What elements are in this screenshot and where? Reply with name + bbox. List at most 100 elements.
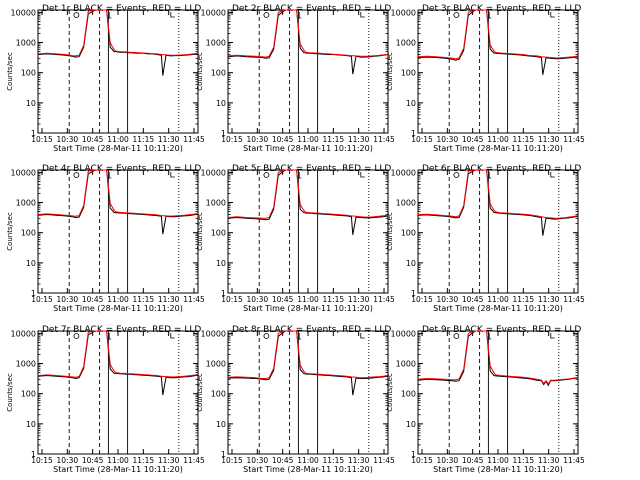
detector-panel-4: Det 4r BLACK = Events, RED = LLD Counts/s…: [6, 164, 205, 313]
x-tick-label: 11:00: [487, 135, 509, 144]
x-tick-label: 10:15: [221, 295, 243, 304]
x-axis-label: Start Time (28-Mar-11 10:11:20): [433, 144, 563, 153]
x-tick-label: 10:30: [437, 135, 459, 144]
detector-panel-6: Det 6r BLACK = Events, RED = LLD Counts/s…: [386, 164, 585, 313]
y-tick-label: 10000: [11, 8, 36, 17]
detector-panel-7: Det 7r BLACK = Events, RED = LLD Counts/s…: [6, 325, 205, 474]
series-lld-line: [227, 169, 389, 219]
x-tick-label: 11:30: [158, 295, 180, 304]
y-tick-label: 1000: [16, 39, 36, 48]
x-tick-label: 10:15: [221, 135, 243, 144]
x-tick-label: 10:30: [247, 135, 269, 144]
x-tick-label: 10:15: [31, 295, 53, 304]
y-tick-label: 100: [401, 229, 416, 238]
x-tick-label: 10:45: [82, 135, 104, 144]
panel-title: Det 1r BLACK = Events, RED = LLD: [42, 4, 201, 14]
x-tick-label: 11:00: [487, 295, 509, 304]
marker-circle: [73, 172, 80, 178]
y-tick-label: 1000: [206, 199, 226, 208]
x-tick-label: 11:15: [133, 456, 155, 465]
y-tick-label: 1000: [16, 199, 36, 208]
x-tick-label: 11:45: [563, 456, 585, 465]
y-tick-label: 1000: [396, 360, 416, 369]
panel-title: Det 7r BLACK = Events, RED = LLD: [42, 325, 201, 335]
x-tick-label: 11:30: [538, 295, 560, 304]
marker-circle: [263, 12, 270, 18]
series-events-line: [227, 9, 389, 75]
x-tick-label: 11:15: [513, 135, 535, 144]
marker-circle: [73, 333, 80, 339]
marker-circle: [263, 172, 270, 178]
detector-panel-8: Det 8r BLACK = Events, RED = LLD Counts/s…: [196, 325, 395, 474]
series-lld-line: [37, 9, 199, 57]
marker-flag: [108, 333, 112, 340]
x-axis-label: Start Time (28-Mar-11 10:11:20): [53, 144, 183, 153]
series-events-line: [227, 330, 389, 396]
x-tick-label: 11:15: [323, 295, 345, 304]
panel-title: Det 5r BLACK = Events, RED = LLD: [232, 164, 391, 174]
x-tick-label: 10:45: [82, 456, 104, 465]
x-tick-label: 11:15: [323, 456, 345, 465]
x-tick-label: 11:45: [183, 456, 205, 465]
marker-flag: [170, 333, 175, 339]
x-tick-label: 10:15: [31, 135, 53, 144]
x-tick-label: 11:00: [107, 295, 129, 304]
x-tick-label: 11:45: [373, 456, 395, 465]
marker-flag: [298, 333, 302, 340]
x-tick-label: 11:45: [373, 135, 395, 144]
y-tick-label: 10: [26, 99, 36, 108]
x-tick-label: 11:15: [513, 456, 535, 465]
y-axis-label: Counts/sec: [6, 212, 14, 251]
y-tick-label: 1: [221, 289, 226, 298]
x-tick-label: 11:45: [183, 135, 205, 144]
series-lld-line: [227, 9, 389, 58]
y-axis-label: Counts/sec: [196, 373, 204, 412]
x-axis-label: Start Time (28-Mar-11 10:11:20): [53, 304, 183, 313]
y-tick-label: 100: [21, 69, 36, 78]
series-events-line: [417, 330, 579, 387]
marker-flag: [488, 172, 492, 179]
x-tick-label: 10:30: [57, 135, 79, 144]
x-tick-label: 11:45: [183, 295, 205, 304]
y-tick-label: 1: [411, 450, 416, 459]
series-events-line: [227, 169, 389, 235]
series-events-line: [417, 169, 579, 236]
series-lld-line: [37, 330, 199, 378]
y-tick-label: 10000: [201, 8, 226, 17]
y-tick-label: 100: [401, 69, 416, 78]
x-tick-label: 10:15: [31, 456, 53, 465]
marker-circle: [453, 172, 460, 178]
x-tick-label: 10:45: [272, 456, 294, 465]
x-tick-label: 10:45: [272, 135, 294, 144]
x-tick-label: 11:15: [513, 295, 535, 304]
y-tick-label: 10: [216, 420, 226, 429]
plot-frame: [417, 330, 579, 455]
x-axis-label: Start Time (28-Mar-11 10:11:20): [243, 465, 373, 474]
marker-flag: [360, 12, 365, 18]
x-tick-label: 10:30: [247, 295, 269, 304]
y-tick-label: 1: [221, 129, 226, 138]
marker-flag: [108, 172, 112, 179]
panel-title: Det 6r BLACK = Events, RED = LLD: [422, 164, 581, 174]
x-tick-label: 11:00: [487, 456, 509, 465]
y-axis-label: Counts/sec: [196, 52, 204, 91]
y-tick-label: 1000: [396, 39, 416, 48]
y-tick-label: 1000: [16, 360, 36, 369]
x-tick-label: 10:15: [221, 456, 243, 465]
plot-frame: [417, 169, 579, 294]
marker-flag: [550, 172, 555, 178]
x-tick-label: 10:30: [437, 456, 459, 465]
marker-flag: [170, 172, 175, 178]
y-tick-label: 10: [406, 99, 416, 108]
y-tick-label: 10: [216, 99, 226, 108]
x-tick-label: 11:30: [348, 295, 370, 304]
detector-panel-3: Det 3r BLACK = Events, RED = LLD Counts/s…: [386, 4, 585, 153]
y-tick-label: 1000: [396, 199, 416, 208]
series-events-line: [37, 330, 199, 396]
panel-title: Det 9r BLACK = Events, RED = LLD: [422, 325, 581, 335]
x-axis-label: Start Time (28-Mar-11 10:11:20): [243, 304, 373, 313]
x-tick-label: 10:45: [272, 295, 294, 304]
y-tick-label: 10: [26, 259, 36, 268]
y-tick-label: 1: [411, 129, 416, 138]
